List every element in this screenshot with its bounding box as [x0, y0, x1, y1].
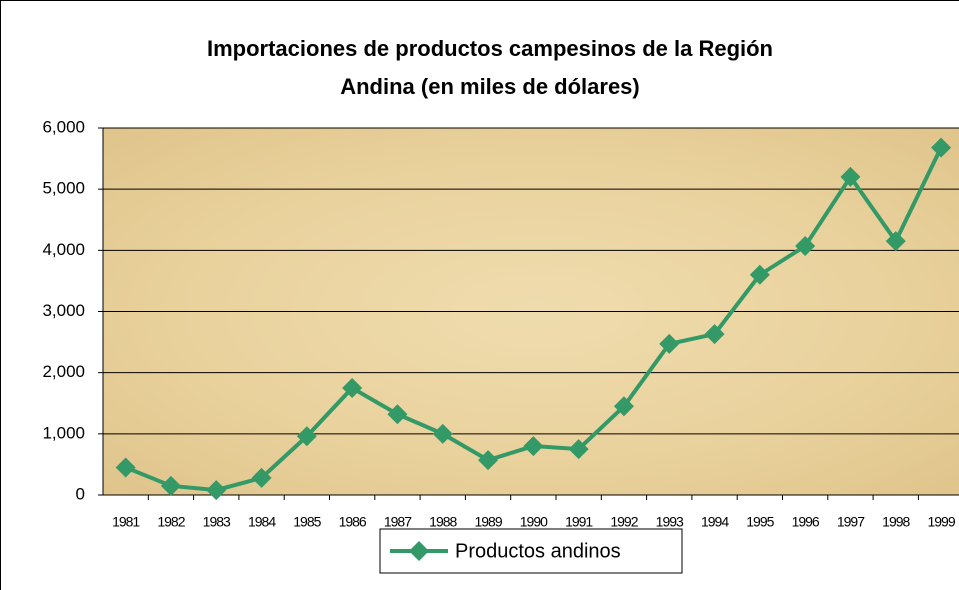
y-tick-label: 3,000 — [42, 301, 85, 320]
chart-title: Andina (en miles de dólares) — [340, 74, 640, 99]
marker — [387, 404, 408, 425]
marker — [478, 450, 499, 471]
y-tick-label: 2,000 — [42, 362, 85, 381]
marker — [749, 264, 770, 285]
x-tick-label: 1997 — [837, 514, 865, 530]
x-tick-label: 1989 — [474, 514, 502, 530]
marker — [160, 475, 181, 496]
x-tick-label: 1987 — [384, 514, 412, 530]
marker — [251, 467, 272, 488]
x-tick-label: 1981 — [112, 514, 140, 530]
marker — [840, 166, 861, 187]
marker — [885, 231, 906, 252]
marker — [206, 480, 227, 501]
y-tick-label: 6,000 — [42, 117, 85, 136]
marker — [613, 396, 634, 417]
marker — [931, 137, 952, 158]
x-tick-label: 1990 — [520, 514, 548, 530]
marker — [523, 436, 544, 457]
x-tick-label: 1985 — [293, 514, 321, 530]
marker — [659, 333, 680, 354]
x-tick-label: 1986 — [339, 514, 367, 530]
x-tick-label: 1983 — [203, 514, 231, 530]
x-tick-label: 1992 — [610, 514, 638, 530]
marker — [795, 236, 816, 257]
marker — [115, 457, 136, 478]
x-tick-label: 1993 — [656, 514, 684, 530]
x-tick-label: 1996 — [792, 514, 820, 530]
x-tick-label: 1994 — [701, 514, 729, 530]
x-tick-label: 1984 — [248, 514, 276, 530]
marker — [704, 324, 725, 345]
chart-title: Importaciones de productos campesinos de… — [207, 36, 773, 61]
marker — [432, 423, 453, 444]
y-tick-label: 0 — [76, 484, 85, 503]
marker — [568, 439, 589, 460]
marker — [296, 426, 317, 447]
marker — [342, 377, 363, 398]
x-tick-label: 1988 — [429, 514, 457, 530]
y-tick-label: 4,000 — [42, 240, 85, 259]
x-tick-label: 1998 — [882, 514, 910, 530]
x-tick-label: 1999 — [927, 514, 955, 530]
legend-marker — [409, 541, 429, 561]
legend-label: Productos andinos — [455, 540, 621, 562]
x-tick-label: 1982 — [157, 514, 185, 530]
x-tick-label: 1995 — [746, 514, 774, 530]
y-tick-label: 1,000 — [42, 423, 85, 442]
x-tick-label: 1991 — [565, 514, 593, 530]
y-tick-label: 5,000 — [42, 179, 85, 198]
